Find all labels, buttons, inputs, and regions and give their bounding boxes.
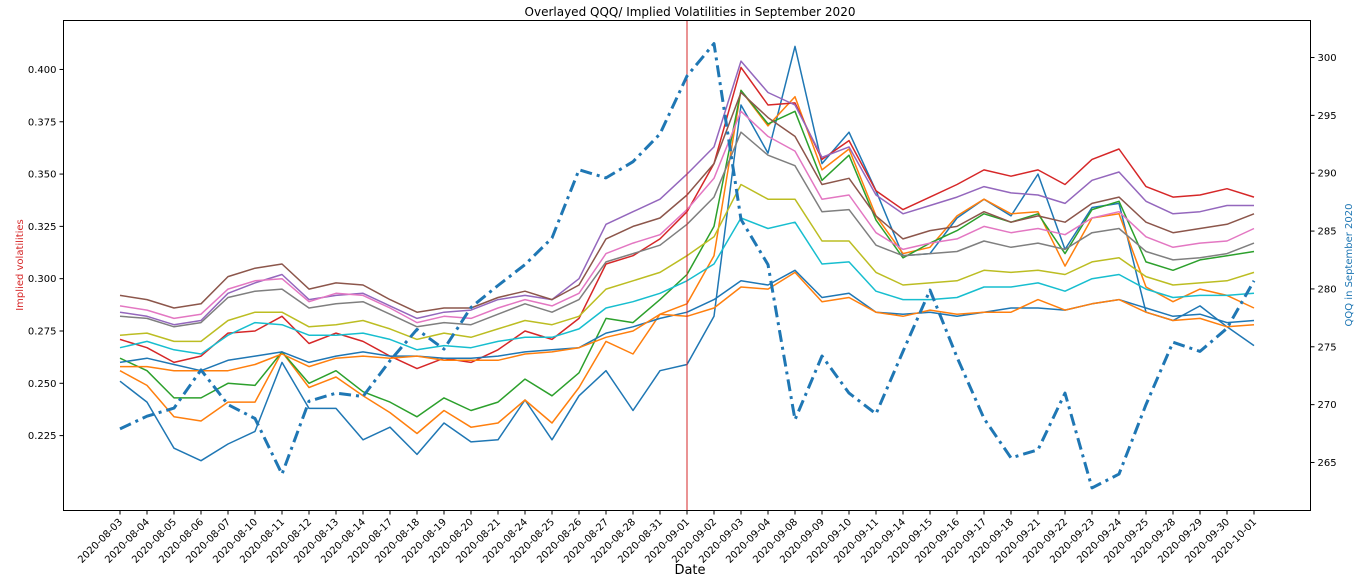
y-tick-label: 0.350 (28, 170, 57, 181)
plot-frame (63, 20, 1311, 511)
y2-tick-label: 290 (1318, 169, 1337, 180)
y2-tick-label: 300 (1318, 53, 1337, 64)
y2-tick-label: 280 (1318, 284, 1337, 295)
y2-tick-label: 285 (1318, 227, 1337, 238)
y2-tick-label: 265 (1318, 458, 1337, 469)
y-tick-label: 0.300 (28, 274, 57, 285)
y2-axis-label: QQQ in September 2020 (1344, 204, 1355, 327)
y-tick-label: 0.275 (28, 326, 57, 337)
qqq-series-line (119, 42, 1256, 490)
y2-tick-label: 295 (1318, 111, 1337, 122)
y-tick-label: 0.400 (28, 65, 57, 76)
x-axis-label: Date (674, 563, 705, 578)
y-tick-label: 0.375 (28, 117, 57, 128)
y-tick-label: 0.325 (28, 222, 57, 233)
y-tick-label: 0.250 (28, 379, 57, 390)
y-tick-label: 0.225 (28, 431, 57, 442)
y-axis-label: Implied volatilities (15, 219, 26, 311)
y2-tick-label: 270 (1318, 400, 1337, 411)
chart-title: Overlayed QQQ/ Implied Volatilities in S… (525, 5, 856, 19)
y2-tick-label: 275 (1318, 342, 1337, 353)
